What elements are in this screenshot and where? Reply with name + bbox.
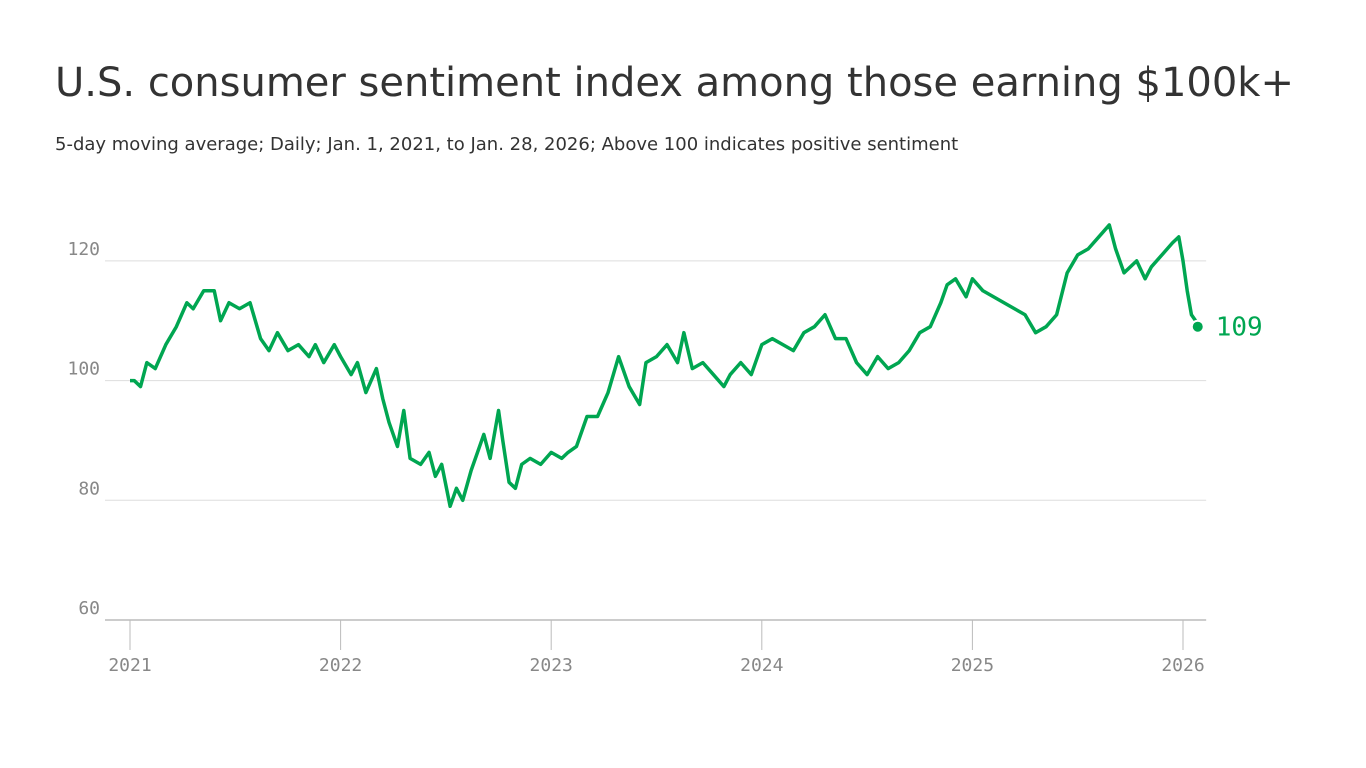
end-point [1190, 319, 1205, 334]
chart-title: U.S. consumer sentiment index among thos… [55, 60, 1294, 106]
y-tick-label: 100 [67, 359, 100, 380]
y-tick-label: 120 [67, 239, 100, 260]
x-tick-label: 2025 [951, 655, 994, 676]
y-tick-label: 60 [78, 598, 100, 619]
x-tick-label: 2021 [108, 655, 151, 676]
x-tick-label: 2023 [530, 655, 573, 676]
x-tick-label: 2026 [1161, 655, 1204, 676]
y-tick-label: 80 [78, 478, 100, 499]
x-tick-label: 2022 [319, 655, 362, 676]
chart-subtitle: 5-day moving average; Daily; Jan. 1, 202… [55, 134, 958, 155]
series-line [130, 223, 1200, 509]
x-tick-label: 2024 [740, 655, 783, 676]
end-label: 109 [1216, 313, 1263, 343]
